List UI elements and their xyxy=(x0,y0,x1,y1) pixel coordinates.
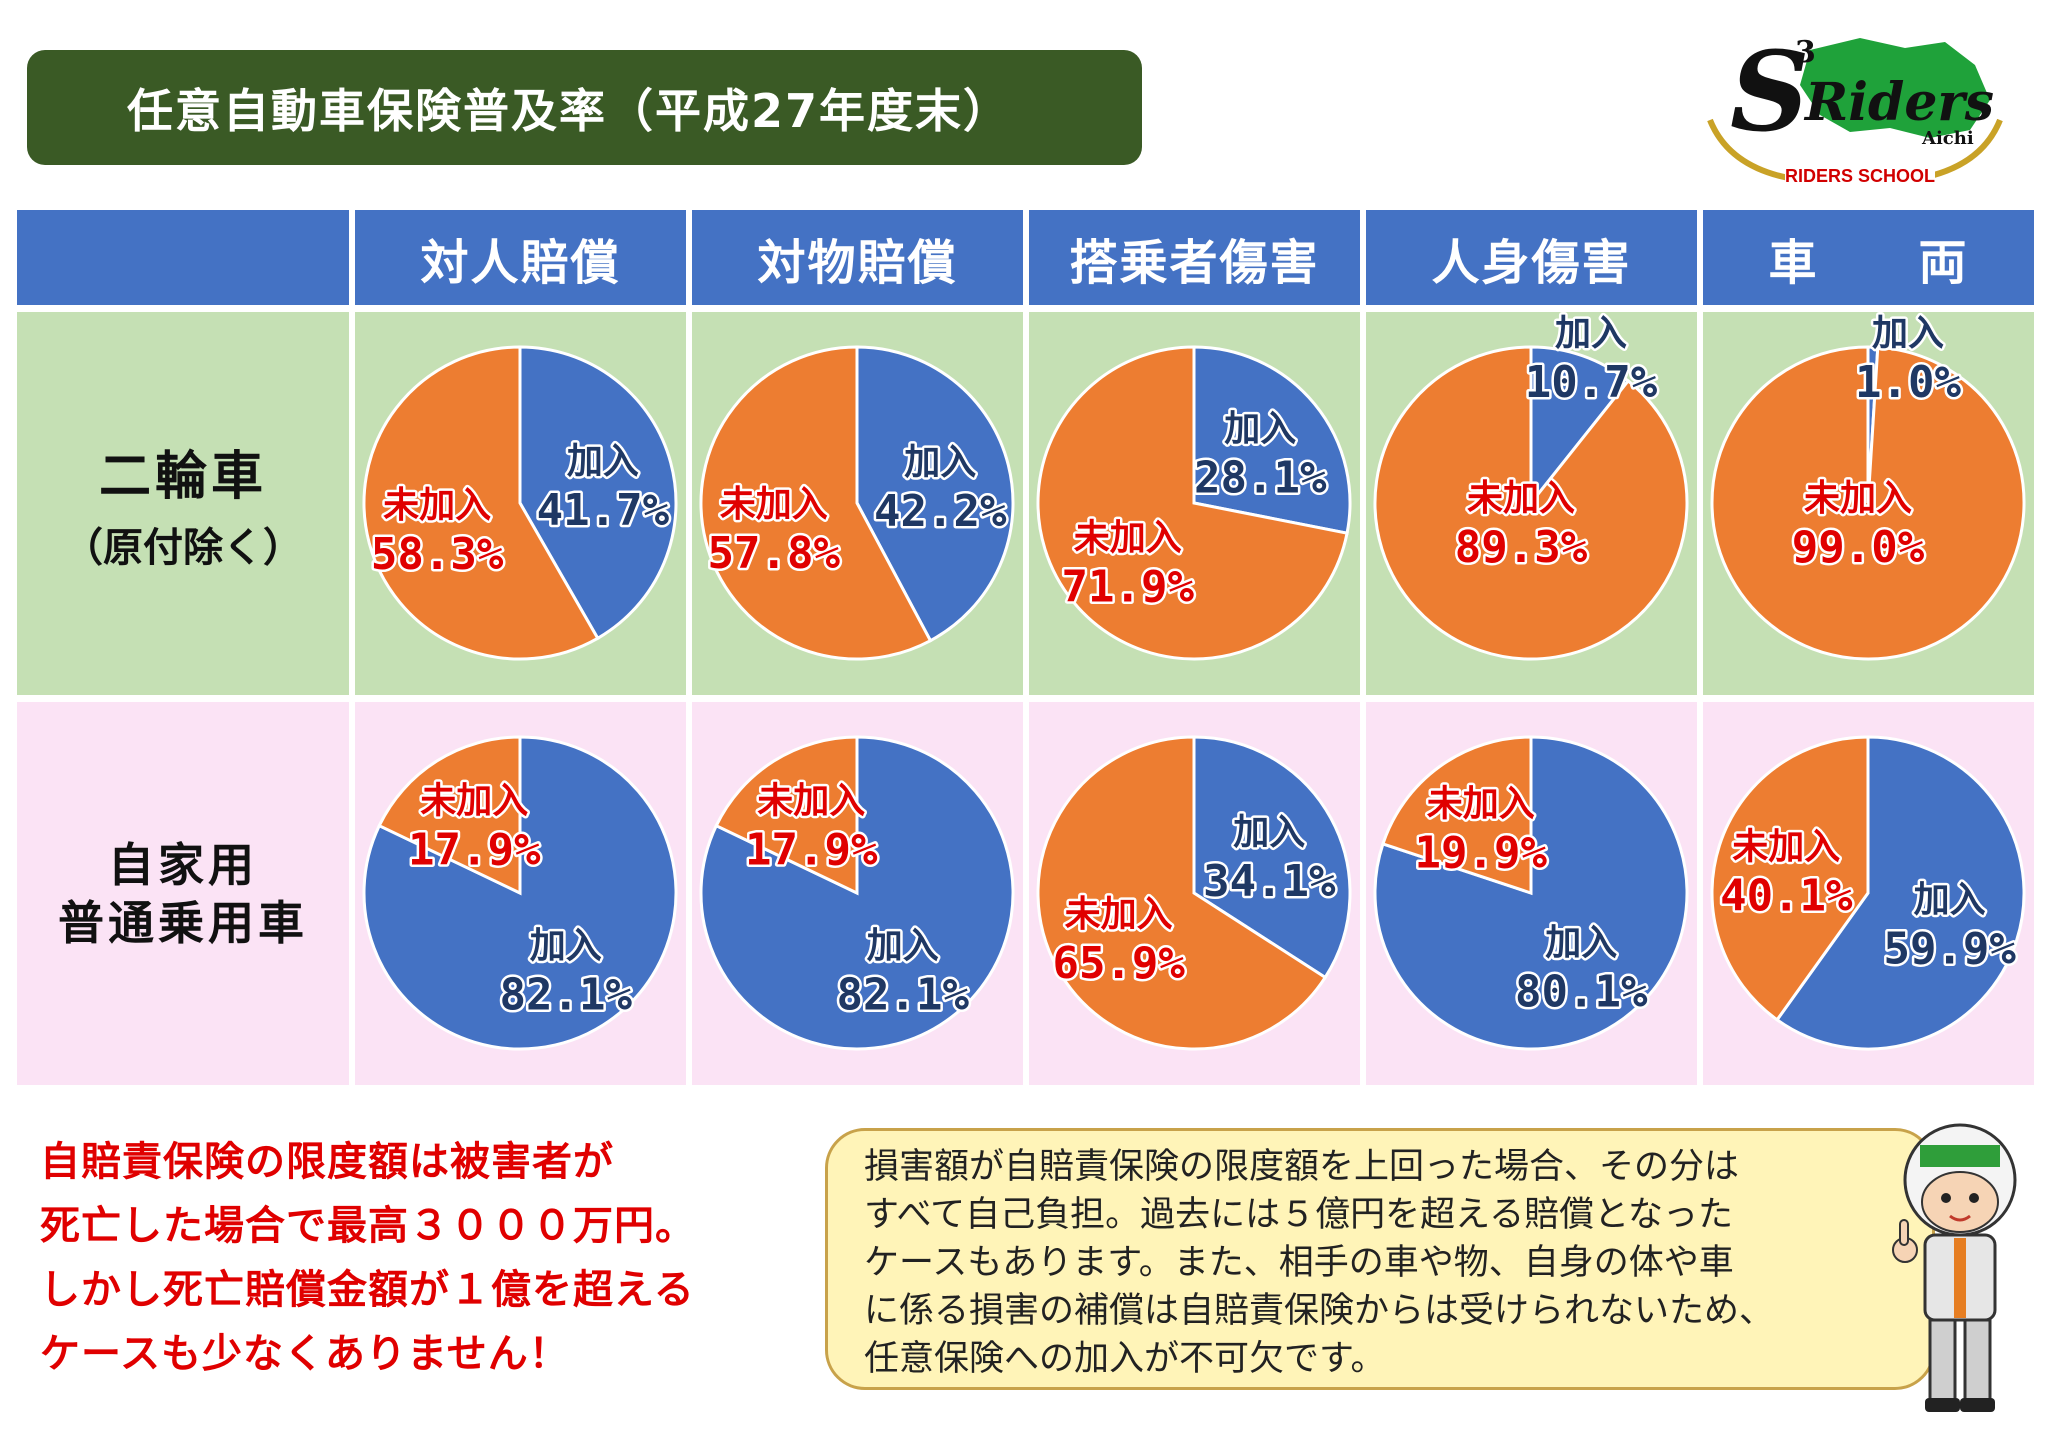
pie-slice-joined xyxy=(1373,735,1689,1051)
pie-label-not-joined: 未加入 xyxy=(1074,517,1182,558)
pie-slice-not-joined xyxy=(1710,345,2026,661)
column-header: 搭乗者傷害 xyxy=(1029,210,1360,305)
pie-label-joined: 加入 xyxy=(867,926,939,967)
row-label-line1: 自家用 xyxy=(108,837,258,892)
bubble-line: 任意保険への加入が不可欠です。 xyxy=(864,1339,1386,1379)
pie-label-joined: 加入 xyxy=(1224,409,1296,450)
pie-label-not-joined: 未加入 xyxy=(1804,478,1912,519)
bubble-line: 損害額が自賠責保険の限度額を上回った場合、その分は xyxy=(864,1147,1740,1187)
pie-slice-joined xyxy=(855,345,1015,643)
note-left-line: 自賠責保険の限度額は被害者が xyxy=(40,1139,614,1185)
pie-label-joined: 加入 xyxy=(904,442,976,483)
page-title: 任意自動車保険普及率（平成27年度末） xyxy=(127,83,1012,138)
pie-slice-not-joined xyxy=(1710,735,1870,1022)
pie-value-joined: 82.1% xyxy=(500,970,633,1021)
column-header: 車 両 xyxy=(1703,210,2034,305)
pie-slice-not-joined xyxy=(377,735,522,896)
pie-label-joined: 加入 xyxy=(567,441,639,482)
pie-value-not-joined: 57.8% xyxy=(708,528,841,579)
pie-value-joined: 34.1% xyxy=(1203,856,1336,907)
bubble-line: ケースもあります。また、相手の車や物、自身の体や車 xyxy=(864,1243,1734,1283)
pie-label-joined: 加入 xyxy=(1914,879,1986,920)
pie-slice-joined xyxy=(518,345,678,641)
pie-slice-not-joined xyxy=(1036,735,1328,1051)
pie-value-not-joined: 89.3% xyxy=(1455,522,1588,573)
pie-label-not-joined: 未加入 xyxy=(1427,783,1535,824)
pie-value-joined: 41.7% xyxy=(537,485,670,536)
pie-slice-joined xyxy=(1775,735,2026,1051)
note-left: 自賠責保険の限度額は被害者が 死亡した場合で最高３０００万円。 しかし死亡賠償金… xyxy=(40,1130,800,1386)
row-label-motorcycle: 二輪車 （原付除く） xyxy=(17,312,349,695)
pie-value-joined: 1.0% xyxy=(1855,357,1961,408)
pie-label-not-joined: 未加入 xyxy=(757,780,865,821)
pie-label-not-joined: 未加入 xyxy=(383,485,491,526)
pie-label-joined: 加入 xyxy=(1233,812,1305,853)
header-corner xyxy=(17,210,349,305)
pie-label-not-joined: 未加入 xyxy=(1065,894,1173,935)
pie-slice-not-joined xyxy=(714,735,859,896)
row-label-main: 二輪車 xyxy=(98,447,267,507)
note-left-line: 死亡した場合で最高３０００万円。 xyxy=(40,1203,696,1249)
logo-school: RIDERS SCHOOL xyxy=(1785,166,1935,186)
map-outline-icon xyxy=(1800,38,1990,138)
pie-label-not-joined: 未加入 xyxy=(1732,827,1840,868)
bubble-line: に係る損害の補償は自賠責保険からは受けられないため、 xyxy=(864,1291,1775,1331)
row-label-car: 自家用 普通乗用車 xyxy=(17,702,349,1085)
pie-slice-not-joined xyxy=(362,345,600,661)
pie-value-not-joined: 99.0% xyxy=(1792,522,1925,573)
pie-value-joined: 28.1% xyxy=(1194,453,1327,504)
pie-label-not-joined: 未加入 xyxy=(1467,478,1575,519)
logo-region: Aichi xyxy=(1921,128,1974,149)
pie-value-joined: 59.9% xyxy=(1883,923,2016,974)
pie-label-joined: 加入 xyxy=(1545,923,1617,964)
logo-superscript: 3 xyxy=(1795,35,1816,70)
pie-value-not-joined: 71.9% xyxy=(1061,561,1194,612)
pie-value-not-joined: 17.9% xyxy=(408,824,541,875)
note-left-line: ケースも少なくありません！ xyxy=(40,1331,570,1377)
bubble-line: すべて自己負担。過去には５億円を超える賠償となった xyxy=(864,1195,1734,1235)
pie-slice-not-joined xyxy=(699,345,933,661)
pie-value-not-joined: 17.9% xyxy=(745,824,878,875)
pie-value-joined: 42.2% xyxy=(874,486,1007,537)
pie-slice-not-joined xyxy=(1373,345,1689,661)
pie-slice-not-joined xyxy=(1381,735,1533,896)
pie-value-joined: 80.1% xyxy=(1515,967,1648,1018)
pie-value-not-joined: 58.3% xyxy=(371,529,504,580)
pie-value-joined: 82.1% xyxy=(837,970,970,1021)
logo-name: Riders xyxy=(1803,72,1994,133)
pie-label-joined: 加入 xyxy=(530,926,602,967)
note-left-line: しかし死亡賠償金額が１億を超える xyxy=(40,1267,695,1313)
pie-value-not-joined: 40.1% xyxy=(1720,871,1853,922)
pie-slice-joined xyxy=(1192,345,1352,535)
title-bar: 任意自動車保険普及率（平成27年度末） xyxy=(27,50,1142,165)
riders-school-logo: S 3 Riders Aichi RIDERS SCHOOL xyxy=(1707,27,2003,190)
pie-value-joined: 10.7% xyxy=(1525,357,1658,408)
pie-label-joined: 加入 xyxy=(1872,313,1944,354)
pie-label-not-joined: 未加入 xyxy=(420,780,528,821)
column-header: 対物賠償 xyxy=(692,210,1023,305)
pie-slice-joined xyxy=(1529,345,1631,508)
pie-slice-not-joined xyxy=(1036,345,1349,661)
pie-value-not-joined: 19.9% xyxy=(1415,827,1548,878)
row-label-line2: 普通乗用車 xyxy=(58,895,308,950)
pie-label-not-joined: 未加入 xyxy=(720,484,828,525)
rider-mascot-icon xyxy=(1892,1123,2017,1412)
logo-ribbon xyxy=(1785,160,1935,190)
column-header: 人身傷害 xyxy=(1366,210,1697,305)
pie-label-joined: 加入 xyxy=(1555,313,1627,354)
column-header: 対人賠償 xyxy=(355,210,686,305)
row-label-sub: （原付除く） xyxy=(63,525,303,571)
logo-mark: S xyxy=(1730,27,1809,156)
pie-value-not-joined: 65.9% xyxy=(1052,938,1185,989)
speech-bubble: 損害額が自賠責保険の限度額を上回った場合、その分は すべて自己負担。過去には５億… xyxy=(825,1128,1935,1390)
